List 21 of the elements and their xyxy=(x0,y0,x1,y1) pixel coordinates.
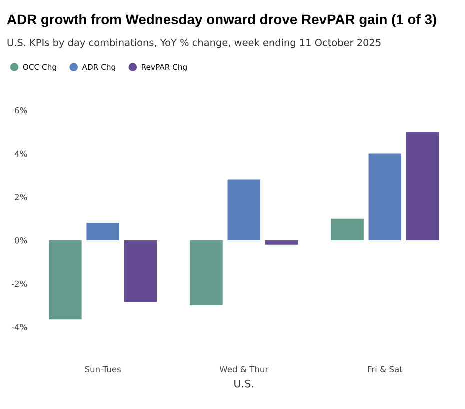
x-tick-label: Fri & Sat xyxy=(368,366,403,373)
bar xyxy=(368,154,402,240)
bar xyxy=(265,240,298,245)
y-tick-label: -4% xyxy=(12,324,28,330)
y-tick-label: 0% xyxy=(15,237,28,244)
chart-subtitle: U.S. KPIs by day combinations, YoY % change, week ending 11 October 2025 xyxy=(8,38,381,48)
bar xyxy=(190,240,223,306)
x-tick-label: Sun-Tues xyxy=(85,366,122,373)
y-tick-label: 6% xyxy=(15,107,28,114)
bar xyxy=(124,240,158,302)
x-tick-label: Wed & Thur xyxy=(220,366,269,373)
bar xyxy=(49,240,82,320)
y-tick-label: -2% xyxy=(12,280,28,288)
bar xyxy=(331,218,364,240)
bar xyxy=(406,132,440,240)
x-axis-title: U.S. xyxy=(234,380,254,388)
y-tick-label: 4% xyxy=(14,150,28,158)
bar xyxy=(228,180,260,240)
y-tick-label: 2% xyxy=(15,194,28,200)
bar xyxy=(86,223,120,240)
chart-title: ADR growth from Wednesday onward drove RevPAR gain (1 of 3) xyxy=(7,14,436,28)
